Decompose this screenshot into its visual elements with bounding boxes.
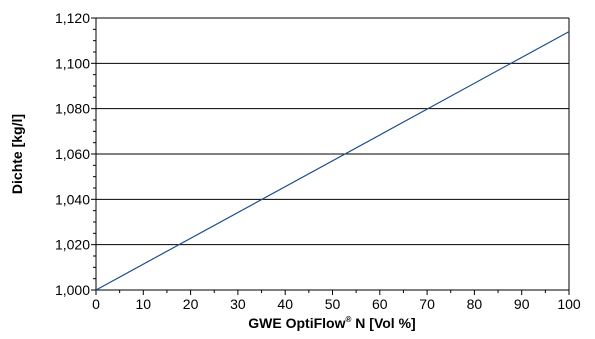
x-axis-title-sup: ® [346, 315, 352, 324]
x-tick-label: 40 [277, 296, 293, 312]
y-tick-labels: 1,000 1,020 1,040 1,060 1,080 1,100 1,120 [55, 10, 90, 298]
x-tick-label: 30 [230, 296, 246, 312]
x-tick-label: 90 [514, 296, 530, 312]
y-tick-label: 1,060 [55, 146, 90, 162]
y-tick-label: 1,020 [55, 237, 90, 253]
x-tick-label: 60 [372, 296, 388, 312]
x-axis-title-main: GWE OptiFlow [248, 315, 345, 331]
x-tick-label: 20 [183, 296, 199, 312]
x-tick-label: 50 [325, 296, 341, 312]
x-axis-title: GWE OptiFlow® N [Vol %] [248, 315, 415, 331]
y-tick-label: 1,040 [55, 191, 90, 207]
x-tick-labels: 0 10 20 30 40 50 60 70 80 90 100 [92, 296, 581, 312]
x-tick-label: 10 [136, 296, 152, 312]
grid-lines [96, 17, 569, 246]
series-layer [95, 31, 570, 291]
x-tick-label: 80 [467, 296, 483, 312]
y-tick-label: 1,120 [55, 10, 90, 26]
y-tick-label: 1,100 [55, 55, 90, 71]
y-axis-title: Dichte [kg/l] [9, 114, 25, 194]
y-tick-label: 1,080 [55, 101, 90, 117]
x-axis-title-rest: N [Vol %] [351, 315, 415, 331]
series-line [95, 31, 570, 291]
x-tick-label: 70 [419, 296, 435, 312]
x-tick-label: 0 [92, 296, 100, 312]
x-tick-label: 100 [557, 296, 581, 312]
y-tick-label: 1,000 [55, 282, 90, 298]
axes [91, 17, 570, 295]
